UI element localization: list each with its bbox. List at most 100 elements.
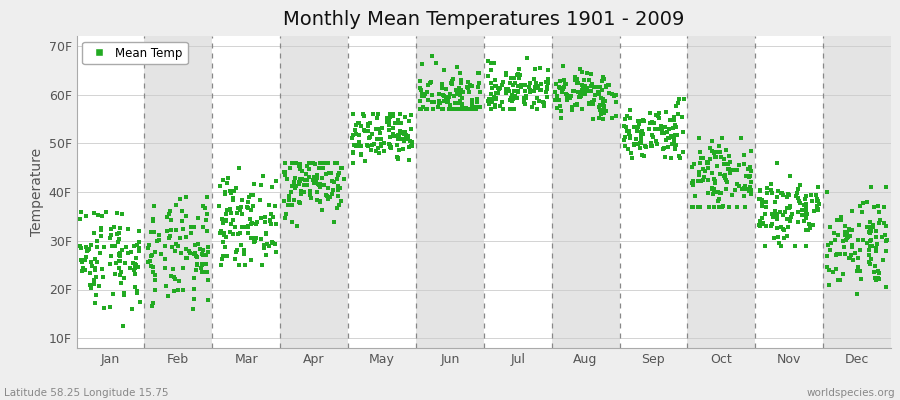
Point [195, 247, 210, 253]
Point [621, 128, 635, 134]
Point [801, 227, 815, 234]
Point [232, 164, 247, 171]
Point [94, 232, 108, 239]
Point [258, 219, 273, 226]
Point [391, 117, 405, 123]
Point [112, 258, 126, 265]
Point [350, 120, 365, 126]
Point [384, 144, 399, 151]
Point [850, 268, 864, 274]
Point [877, 220, 891, 226]
Point [833, 214, 848, 221]
Point [294, 176, 309, 182]
Point [660, 129, 674, 135]
Point [78, 212, 93, 219]
Point [388, 120, 402, 126]
Point [146, 218, 160, 225]
Point [439, 86, 454, 93]
Point [647, 126, 662, 132]
Point [739, 173, 753, 180]
Point [171, 242, 185, 249]
Point [312, 165, 327, 171]
Point [129, 261, 143, 268]
Point [471, 84, 485, 90]
Point [425, 92, 439, 98]
Point [705, 186, 719, 192]
Point [363, 134, 377, 140]
Point [402, 144, 417, 151]
Point [382, 127, 396, 133]
Point [854, 276, 868, 282]
Point [550, 105, 564, 111]
Point [269, 178, 284, 184]
Point [707, 176, 722, 182]
Point [122, 264, 137, 271]
Point [412, 106, 427, 112]
Point [536, 98, 551, 105]
Point [667, 136, 681, 142]
Point [795, 212, 809, 218]
Point [656, 145, 670, 152]
Point [317, 160, 331, 166]
Point [779, 232, 794, 239]
Point [694, 155, 708, 161]
Point [715, 135, 729, 142]
Point [229, 185, 243, 192]
Point [195, 268, 210, 275]
Point [802, 220, 816, 227]
Point [578, 90, 592, 97]
Point [713, 149, 727, 155]
Point [759, 199, 773, 206]
Point [398, 128, 412, 135]
Point [483, 105, 498, 112]
Point [371, 144, 385, 151]
Point [241, 194, 256, 200]
Point [862, 218, 877, 225]
Point [443, 102, 457, 108]
Point [496, 106, 510, 112]
Point [711, 188, 725, 195]
Point [131, 264, 146, 270]
Point [91, 211, 105, 218]
Point [549, 93, 563, 100]
Point [364, 131, 379, 138]
Point [436, 98, 451, 104]
Bar [416, 36, 484, 348]
Point [132, 228, 147, 234]
Point [602, 90, 616, 97]
Point [719, 179, 733, 185]
Point [693, 149, 707, 156]
Point [186, 224, 201, 230]
Point [443, 90, 457, 97]
Point [308, 161, 322, 167]
Point [309, 177, 323, 184]
Point [356, 111, 370, 117]
Point [321, 170, 336, 177]
Point [592, 102, 607, 108]
Point [781, 224, 796, 231]
Point [465, 106, 480, 112]
Point [289, 160, 303, 166]
Point [79, 254, 94, 260]
Point [256, 173, 270, 179]
Point [809, 198, 824, 204]
Point [346, 132, 361, 138]
Point [374, 136, 389, 142]
Point [742, 172, 757, 179]
Point [568, 102, 582, 108]
Point [582, 101, 597, 107]
Point [287, 180, 302, 187]
Point [736, 161, 751, 167]
Point [392, 132, 406, 138]
Point [424, 78, 438, 85]
Point [82, 246, 96, 252]
Point [788, 242, 802, 249]
Point [485, 98, 500, 105]
Point [564, 104, 579, 110]
Point [248, 238, 262, 244]
Point [244, 257, 258, 263]
Point [133, 298, 148, 305]
Point [87, 267, 102, 274]
Point [158, 242, 172, 249]
Point [511, 75, 526, 81]
